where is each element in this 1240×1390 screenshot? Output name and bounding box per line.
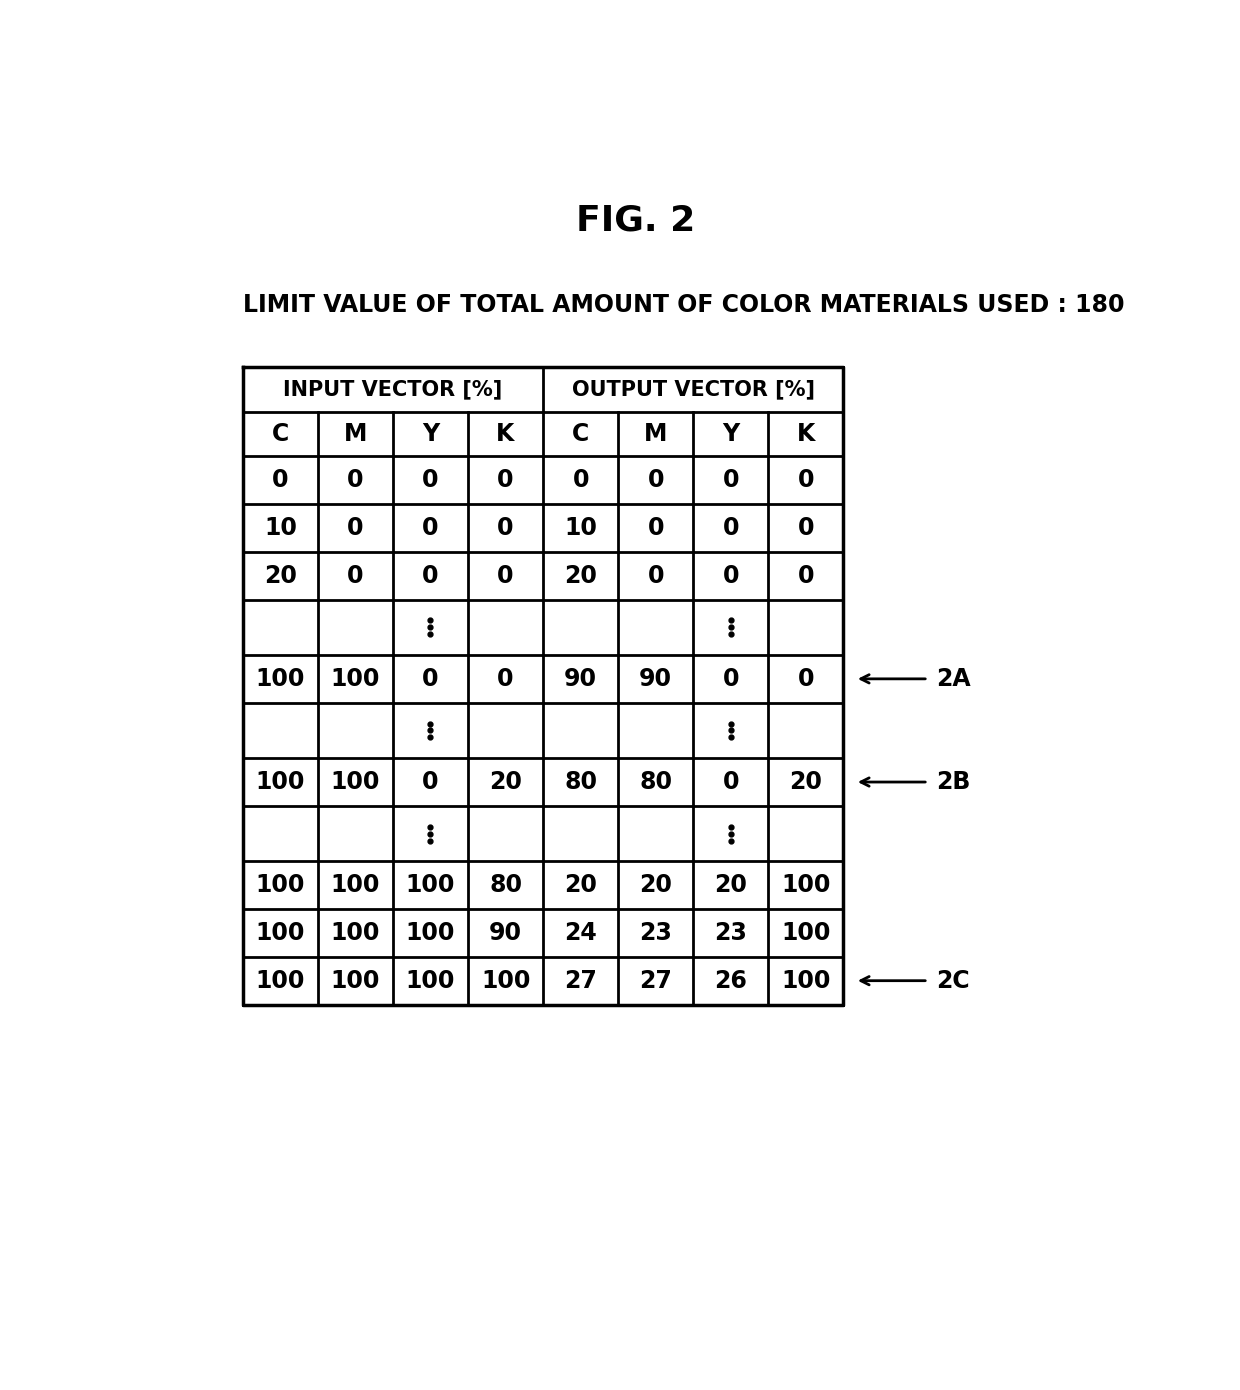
Text: 24: 24 xyxy=(564,922,596,945)
Text: Y: Y xyxy=(422,423,439,446)
Text: 0: 0 xyxy=(797,667,815,691)
Text: 100: 100 xyxy=(255,969,305,992)
Text: 90: 90 xyxy=(564,667,598,691)
Text: 0: 0 xyxy=(347,468,363,492)
Text: 90: 90 xyxy=(639,667,672,691)
Text: 100: 100 xyxy=(781,969,831,992)
Text: 0: 0 xyxy=(423,667,439,691)
Text: 0: 0 xyxy=(497,564,513,588)
Text: 0: 0 xyxy=(423,468,439,492)
Text: 100: 100 xyxy=(255,770,305,794)
Text: 90: 90 xyxy=(489,922,522,945)
Text: 0: 0 xyxy=(272,468,289,492)
Text: 100: 100 xyxy=(331,770,381,794)
Text: 0: 0 xyxy=(723,667,739,691)
Text: 0: 0 xyxy=(647,516,663,539)
Text: 100: 100 xyxy=(781,922,831,945)
Text: 23: 23 xyxy=(714,922,748,945)
Text: 0: 0 xyxy=(347,516,363,539)
Text: 0: 0 xyxy=(423,516,439,539)
Text: 0: 0 xyxy=(573,468,589,492)
Text: 20: 20 xyxy=(564,564,598,588)
Text: OUTPUT VECTOR [%]: OUTPUT VECTOR [%] xyxy=(572,379,815,399)
Text: 0: 0 xyxy=(423,564,439,588)
Text: 0: 0 xyxy=(797,516,815,539)
Text: 0: 0 xyxy=(497,468,513,492)
Text: INPUT VECTOR [%]: INPUT VECTOR [%] xyxy=(283,379,502,399)
Text: 2C: 2C xyxy=(936,969,970,992)
Text: 20: 20 xyxy=(564,873,598,897)
Text: LIMIT VALUE OF TOTAL AMOUNT OF COLOR MATERIALS USED : 180: LIMIT VALUE OF TOTAL AMOUNT OF COLOR MAT… xyxy=(243,293,1125,317)
Text: 100: 100 xyxy=(481,969,531,992)
Text: 0: 0 xyxy=(797,468,815,492)
Text: 100: 100 xyxy=(331,667,381,691)
Text: C: C xyxy=(572,423,589,446)
Text: 10: 10 xyxy=(564,516,598,539)
Text: 0: 0 xyxy=(497,667,513,691)
Text: 100: 100 xyxy=(405,873,455,897)
Text: 100: 100 xyxy=(405,969,455,992)
Text: 0: 0 xyxy=(647,468,663,492)
Text: 0: 0 xyxy=(797,564,815,588)
Text: 0: 0 xyxy=(723,468,739,492)
Text: Y: Y xyxy=(722,423,739,446)
Text: 2A: 2A xyxy=(936,667,971,691)
Text: 10: 10 xyxy=(264,516,296,539)
Text: 26: 26 xyxy=(714,969,748,992)
Text: 100: 100 xyxy=(255,922,305,945)
Text: 100: 100 xyxy=(255,873,305,897)
Text: 80: 80 xyxy=(564,770,598,794)
Text: K: K xyxy=(496,423,515,446)
Text: 100: 100 xyxy=(405,922,455,945)
Text: 20: 20 xyxy=(790,770,822,794)
Text: 20: 20 xyxy=(264,564,296,588)
Text: 27: 27 xyxy=(640,969,672,992)
Text: 100: 100 xyxy=(781,873,831,897)
Text: 27: 27 xyxy=(564,969,598,992)
Text: 100: 100 xyxy=(331,969,381,992)
Text: K: K xyxy=(796,423,815,446)
Text: 0: 0 xyxy=(723,516,739,539)
Text: 100: 100 xyxy=(331,922,381,945)
Text: 20: 20 xyxy=(640,873,672,897)
Text: C: C xyxy=(272,423,289,446)
Text: 20: 20 xyxy=(489,770,522,794)
Text: FIG. 2: FIG. 2 xyxy=(575,204,696,238)
Text: M: M xyxy=(343,423,367,446)
Text: M: M xyxy=(644,423,667,446)
Text: 0: 0 xyxy=(347,564,363,588)
Text: 0: 0 xyxy=(723,564,739,588)
Text: 80: 80 xyxy=(639,770,672,794)
Text: 0: 0 xyxy=(423,770,439,794)
Text: 80: 80 xyxy=(489,873,522,897)
Text: 100: 100 xyxy=(331,873,381,897)
Text: 0: 0 xyxy=(647,564,663,588)
Text: 100: 100 xyxy=(255,667,305,691)
Text: 23: 23 xyxy=(640,922,672,945)
Text: 2B: 2B xyxy=(936,770,970,794)
Text: 20: 20 xyxy=(714,873,748,897)
Text: 0: 0 xyxy=(497,516,513,539)
Text: 0: 0 xyxy=(723,770,739,794)
